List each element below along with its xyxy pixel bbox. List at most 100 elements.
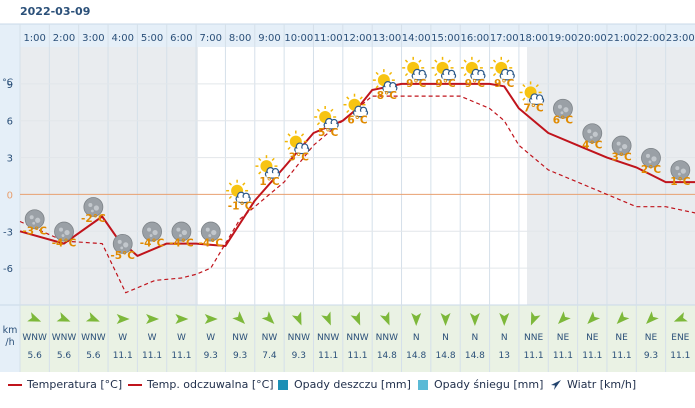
wind-speed: 11.1 <box>553 351 573 361</box>
y-tick-label: -3 <box>3 227 13 238</box>
snow-swatch <box>418 379 428 390</box>
wind-arrow-icon <box>350 311 361 326</box>
feels-like-swatch <box>128 383 142 386</box>
hour-label-1200: 12:00 <box>343 33 372 44</box>
wind-speed: 11.1 <box>612 351 632 361</box>
wind-direction: NNW <box>317 333 339 343</box>
wind-direction: ENE <box>671 333 689 343</box>
night-shade-morning <box>20 47 198 305</box>
temp-data-label: -3°C <box>22 225 47 237</box>
rain-swatch <box>278 379 288 390</box>
hour-label-1500: 15:00 <box>431 33 460 44</box>
wind-direction: W <box>177 333 186 343</box>
temp-data-label: 7°C <box>523 102 544 114</box>
moon-cloud-icon <box>142 221 162 242</box>
temp-data-label: 2°C <box>641 164 662 176</box>
hour-label-300: 3:00 <box>82 33 104 44</box>
sun-cloud-icon <box>431 56 457 81</box>
legend-snow[interactable]: Opady śniegu [mm] <box>418 378 543 391</box>
wind-direction: NW <box>232 333 248 343</box>
axis-band <box>0 24 20 372</box>
temp-data-label: 6°C <box>553 115 574 127</box>
hour-label-1400: 14:00 <box>402 33 431 44</box>
sun-cloud-icon <box>255 155 281 179</box>
wind-arrow-icon <box>530 311 541 326</box>
wind-direction: WNW <box>22 333 47 343</box>
moon-cloud-icon <box>611 135 632 156</box>
moon-cloud-icon <box>24 209 45 230</box>
y-tick-label: 9 <box>7 80 13 91</box>
wind-direction: NW <box>262 333 278 343</box>
legend-wind-label: Wiatr [km/h] <box>567 378 637 391</box>
hour-label-200: 2:00 <box>53 33 75 44</box>
wind-arrow-icon <box>469 313 480 326</box>
wind-speed: 11.1 <box>524 351 544 361</box>
wind-direction: NNE <box>524 333 543 343</box>
hour-label-2100: 21:00 <box>607 33 636 44</box>
legend-wind[interactable]: Wiatr [km/h] <box>550 378 636 391</box>
temp-data-label: 9°C <box>465 78 486 90</box>
wind-arrow-icon <box>116 314 130 324</box>
sun-cloud-icon <box>372 69 398 93</box>
wind-speed: 5.6 <box>86 351 101 361</box>
wind-arrow-icon <box>232 311 246 324</box>
temp-data-label: -1°C <box>228 201 253 213</box>
hour-label-1300: 13:00 <box>372 33 401 44</box>
wind-speed: 9.3 <box>644 351 658 361</box>
sun-cloud-icon <box>490 56 515 81</box>
wind-direction: NE <box>557 333 570 343</box>
wind-direction: NNW <box>346 333 368 343</box>
wind-direction: WNW <box>81 333 106 343</box>
moon-cloud-icon <box>553 98 573 119</box>
wind-speed: 11.1 <box>318 351 338 361</box>
wind-direction: WNW <box>52 333 77 343</box>
feels-like-line <box>19 95 695 294</box>
wind-arrow-icon <box>261 311 275 324</box>
temp-data-label: -4°C <box>169 238 194 250</box>
sun-cloud-icon <box>460 56 486 81</box>
hour-label-1100: 11:00 <box>314 33 343 44</box>
temp-data-label: 8°C <box>377 90 398 102</box>
legend-rain[interactable]: Opady deszczu [mm] <box>278 378 411 391</box>
temp-data-label: 4°C <box>582 139 603 151</box>
wind-arrow-icon <box>27 312 42 322</box>
wind-speed: 14.8 <box>377 351 397 361</box>
hour-label-1000: 10:00 <box>284 33 313 44</box>
legend-feels-like[interactable]: Temp. odczuwalna [°C] <box>128 378 274 391</box>
temp-data-label: -4°C <box>140 238 165 250</box>
wind-direction: W <box>206 333 215 343</box>
temperature-line <box>19 82 695 257</box>
wind-speed: 9.3 <box>204 351 218 361</box>
legend: Temperatura [°C] Temp. odczuwalna [°C] O… <box>0 372 695 396</box>
wind-speed: 11.1 <box>142 351 162 361</box>
legend-snow-label: Opady śniegu [mm] <box>434 378 544 391</box>
temp-data-label: -5°C <box>110 250 135 262</box>
legend-temperature[interactable]: Temperatura [°C] <box>8 378 122 391</box>
hour-label-700: 7:00 <box>200 33 222 44</box>
forecast-chart: 1:00 2:00 3:00 4:00 5:00 6:00 7:00 8:00 9:00 10:0… <box>0 23 695 372</box>
temp-data-label: 5°C <box>318 127 339 139</box>
wind-direction: N <box>442 333 449 343</box>
night-shade-evening <box>527 47 695 305</box>
hour-label-1700: 17:00 <box>490 33 519 44</box>
wind-speed: 5.6 <box>57 351 72 361</box>
wind-arrow-icon <box>379 311 390 326</box>
hour-label-2200: 22:00 <box>637 33 666 44</box>
hour-label-800: 8:00 <box>229 33 251 44</box>
temperature-swatch <box>8 383 22 386</box>
y-axis-unit: °C <box>2 78 13 88</box>
wind-direction: NNW <box>376 333 398 343</box>
moon-cloud-icon <box>582 123 603 144</box>
hour-label-400: 4:00 <box>111 33 133 44</box>
hour-label-900: 9:00 <box>258 33 280 44</box>
wind-unit-label: km <box>3 325 18 336</box>
wind-unit-label: /h <box>5 337 14 348</box>
legend-temperature-label: Temperatura [°C] <box>27 378 123 391</box>
wind-speed: 11.1 <box>347 351 367 361</box>
sun-cloud-icon <box>226 179 251 204</box>
moon-cloud-icon <box>171 221 192 242</box>
sun-cloud-icon <box>314 106 339 130</box>
moon-cloud-icon <box>200 221 221 242</box>
wind-speed: 11.1 <box>171 351 191 361</box>
hour-label-1800: 18:00 <box>519 33 548 44</box>
